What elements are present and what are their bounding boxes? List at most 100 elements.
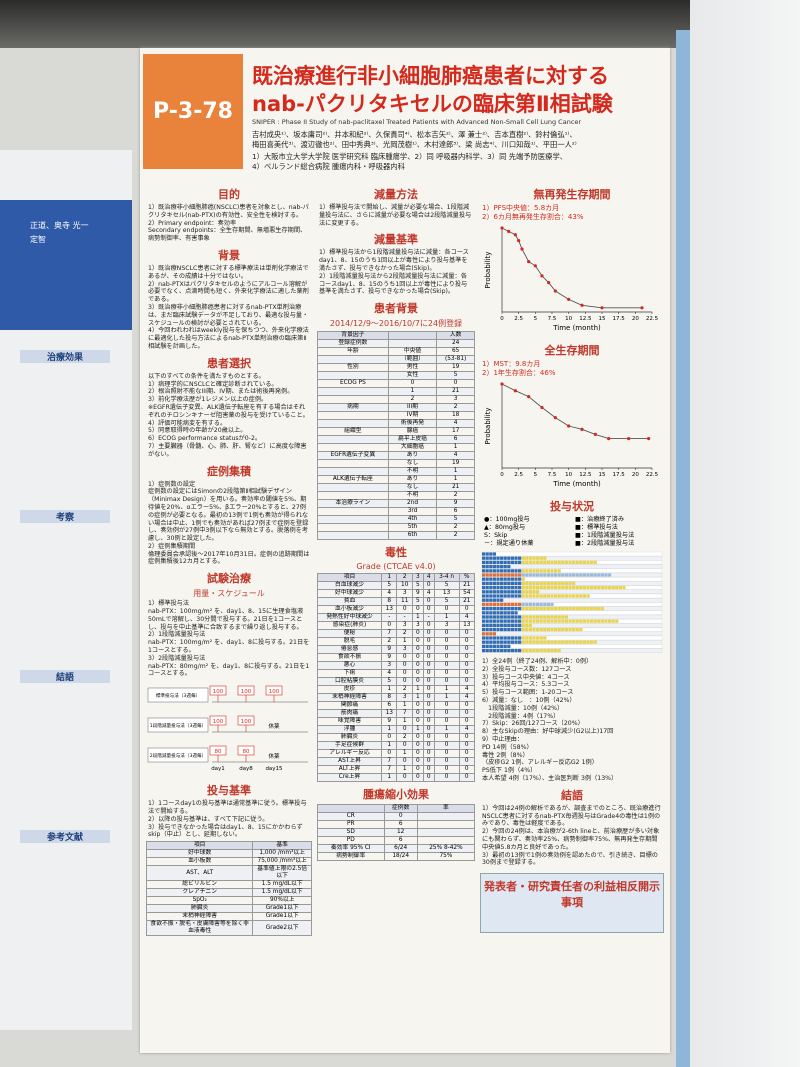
cell: 1 <box>433 725 460 735</box>
grid-cell <box>593 586 597 590</box>
section-heading: 毒性 <box>385 546 407 560</box>
grid-cell <box>514 623 518 627</box>
cell: 4 <box>422 589 435 599</box>
grid-cell <box>532 602 536 606</box>
x-tick-label: 15 <box>599 472 606 478</box>
cell <box>416 812 475 822</box>
survival-point <box>500 226 504 230</box>
cell: 2 <box>396 733 413 743</box>
table-row: AST、ALT 基準値上限の2.5倍以下 <box>146 865 312 882</box>
grid-cell <box>539 615 543 619</box>
section: 減量方法 1）標準投与法で開始し、減量が必要な場合、1段階減量投与法に、さらに減量… <box>317 186 475 227</box>
dose: 100 <box>213 689 224 695</box>
schedule-label: 標準投与法（3週毎） <box>156 692 200 699</box>
legend-entry: ■：治療終了済み <box>575 516 625 523</box>
grid-cell <box>489 577 493 581</box>
grid-cell <box>528 581 532 585</box>
grid-cell <box>550 586 554 590</box>
paragraph: 1）標準投与法から1段階減量投与法に減量：各コースday1、8、15のうち1回以… <box>319 249 469 272</box>
cell: 貧血 <box>317 597 383 607</box>
grid-cell <box>507 636 511 640</box>
table-row: CR 0 <box>317 812 475 822</box>
grid-cell <box>590 573 594 577</box>
grid-cell <box>507 649 511 653</box>
paragraph: 2段階減量：4例（17%） <box>482 712 560 720</box>
grid-cell <box>492 598 496 602</box>
title: 既治療進行非小細胞肺癌患者に対する <box>252 64 609 88</box>
grid-cell <box>492 644 496 648</box>
grid-cell <box>561 640 565 644</box>
grid-cell <box>507 602 511 606</box>
grid-cell <box>572 586 576 590</box>
grid-cell <box>507 615 511 619</box>
grid-cell <box>608 586 612 590</box>
grid-cell <box>532 590 536 594</box>
grid-cell <box>550 619 554 623</box>
survival-line <box>501 383 649 440</box>
grid-cell <box>550 649 554 653</box>
paragraph: 3）2段階減量投与法 <box>148 654 206 662</box>
cell: 0 <box>422 773 435 783</box>
poster-stand <box>676 30 690 1067</box>
cell: 9 <box>436 499 475 509</box>
table-row: 白血球減少 5 10 5 0 5 21 <box>317 581 475 591</box>
section-heading: 結語 <box>20 670 110 683</box>
grid-cell <box>561 607 565 611</box>
cell: 0 <box>433 637 460 647</box>
grid-cell <box>489 623 493 627</box>
grid-cell <box>568 586 572 590</box>
cell: 1 <box>396 701 413 711</box>
column: 無再発生存期間 1）PFS中央値：5.8カ月 2）6カ月無再発生存割合：43% 0 2.… <box>480 182 664 1047</box>
paragraph: 1）全24例（終了24例、解析中：0例） <box>482 658 593 665</box>
paragraph: 3）既治療非小細胞肺癌患者に対するnab-PTX単剤治療は、まだ臨床試験データが… <box>148 303 309 327</box>
grid-cell <box>536 590 540 594</box>
grid-cell <box>482 598 486 602</box>
cell: 0 <box>411 765 424 775</box>
paragraph: 2）Primary endpoint：奏効率 <box>148 219 237 227</box>
grid-cell <box>539 649 543 653</box>
cell: ALK遺伝子転座 <box>317 475 389 485</box>
table-row: 脱毛 2 1 0 0 0 0 <box>317 637 475 647</box>
cell: IV期 <box>387 411 438 421</box>
cell: 0 <box>433 717 460 727</box>
grid-cell <box>546 569 550 573</box>
grid-cell <box>615 619 619 623</box>
x-axis-label: Time (month) <box>552 480 601 488</box>
grid-cell <box>514 619 518 623</box>
cell: 0 <box>433 701 460 711</box>
grid-cell <box>521 581 525 585</box>
cell: 25% 8-42% <box>416 844 475 854</box>
grid-cell <box>550 581 554 585</box>
section-heading: 投与基準 <box>207 784 251 798</box>
survival-point <box>640 306 644 310</box>
paragraph: 1）病理学的にNSCLCと確定診断されている。 <box>148 380 278 388</box>
paragraph: 2）1段階減量投与法から2段階減量投与法に減量：各コースday1、8、15のうち… <box>319 272 468 296</box>
cell: 21 <box>458 581 475 591</box>
cell: 1 <box>436 467 475 477</box>
section: 全生存期間 1）MST：9.8カ月 2）1年生存割合：46% 0 2.5 5 7.5 10 12… <box>480 342 664 494</box>
grid-cell <box>572 628 576 632</box>
cell: 0 <box>433 669 460 679</box>
grid-cell <box>604 619 608 623</box>
grid-cell <box>554 640 558 644</box>
cell: 1 <box>436 443 475 453</box>
paragraph: 1）既治療非小細胞肺癌(NSCLC)患者を対象とし、nab-パクリタキセル(na… <box>148 204 309 219</box>
dose: 100 <box>269 689 280 695</box>
grid-cell <box>510 636 514 640</box>
grid-cell <box>550 594 554 598</box>
cell: 3 <box>396 693 413 703</box>
grid-row <box>481 631 663 636</box>
paragraph: 5）同意取得時の年齢が20歳以上。 <box>148 427 247 435</box>
grid-cell <box>543 581 547 585</box>
survival-point <box>540 274 544 278</box>
grid-cell <box>579 573 583 577</box>
table-row: 食欲不振 9 0 0 0 0 0 <box>317 653 475 663</box>
grid-cell <box>590 607 594 611</box>
cell: - <box>396 613 413 623</box>
cell: 0 <box>436 379 475 389</box>
cell: 3 <box>433 621 460 631</box>
grid-cell <box>510 623 514 627</box>
grid-cell <box>496 586 500 590</box>
cell: 0 <box>396 661 413 671</box>
grid-cell <box>514 569 518 573</box>
